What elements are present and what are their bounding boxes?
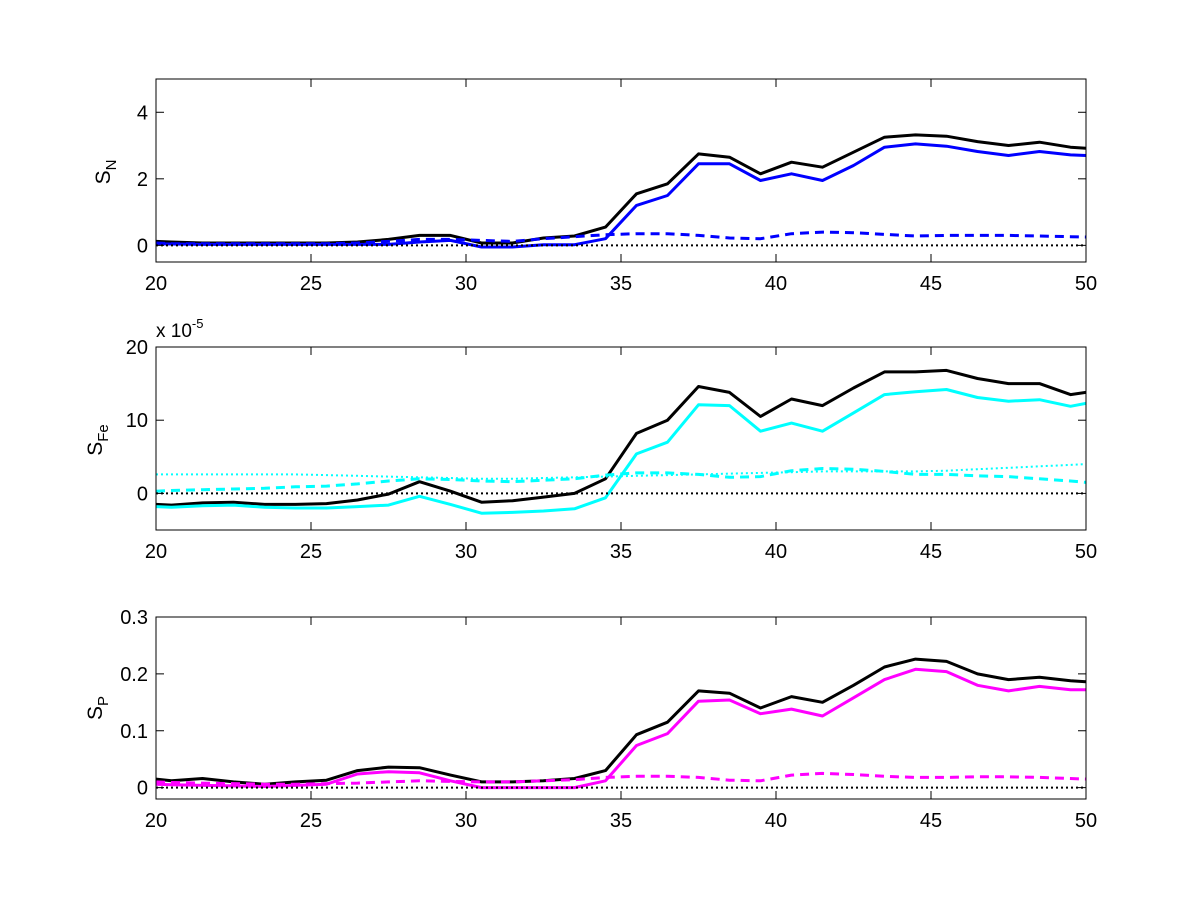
panel-sfe: SFe x 10-5 20 25 30 35 40 45 50 0 10 20 [84,316,1097,563]
multiplier-label: x 10-5 [156,316,203,342]
x-tick-label-sp: 40 [765,810,787,832]
x-tick-label-sn: 30 [455,273,477,295]
panel-sp: SP 20 25 30 35 40 45 50 0 0.1 0.2 0.3 [84,607,1097,832]
x-tick-label-sn: 20 [145,273,167,295]
series-line-sp-component-dashed [156,771,1086,786]
y-tick-label-sp: 0.3 [120,607,148,629]
series-group-sn [156,133,1086,249]
series-line-sp-total [156,657,1086,786]
x-tick-label-sn: 25 [300,273,322,295]
y-tick-label-sfe: 10 [126,410,148,432]
x-tick-label-sp: 25 [300,810,322,832]
panel-sn: SN 20 25 30 35 40 45 50 0 2 4 [92,78,1097,295]
y-tick-label-sp: 0 [137,778,148,800]
series-line-sp-component [156,667,1086,790]
ylabel-sfe: SFe [84,424,112,456]
series-group-sfe [156,368,1086,515]
series-line-sfe-total [156,368,1086,507]
x-tick-label-sp: 30 [455,810,477,832]
x-tick-label-sfe: 40 [765,541,787,563]
x-tick-label-sp: 50 [1075,810,1097,832]
series-line-sn-component [156,142,1086,249]
x-tick-label-sfe: 45 [920,541,942,563]
series-group-sp [156,657,1086,790]
ylabel-sp: SP [84,696,112,720]
series-line-sfe-component-dashed [156,467,1086,493]
x-tick-label-sn: 35 [610,273,632,295]
x-tick-label-sn: 40 [765,273,787,295]
y-tick-label-sfe: 0 [137,483,148,505]
y-tick-label-sn: 2 [137,169,148,191]
x-tick-label-sfe: 50 [1075,541,1097,563]
ylabel-sn: SN [92,160,120,185]
y-tick-label-sp: 0.2 [120,664,148,686]
y-tick-label-sn: 0 [137,235,148,257]
series-line-sfe-component-dotted [156,463,1086,480]
series-line-sn-component-dashed [156,230,1086,246]
x-tick-label-sfe: 35 [610,541,632,563]
x-tick-label-sp: 20 [145,810,167,832]
x-tick-label-sfe: 30 [455,541,477,563]
x-tick-label-sfe: 25 [300,541,322,563]
x-tick-label-sp: 45 [920,810,942,832]
x-tick-label-sfe: 20 [145,541,167,563]
y-tick-label-sp: 0.1 [120,721,148,743]
x-tick-label-sn: 45 [920,273,942,295]
x-tick-label-sn: 50 [1075,273,1097,295]
y-tick-label-sfe: 20 [126,337,148,359]
x-tick-label-sp: 35 [610,810,632,832]
y-tick-label-sn: 4 [137,102,148,124]
